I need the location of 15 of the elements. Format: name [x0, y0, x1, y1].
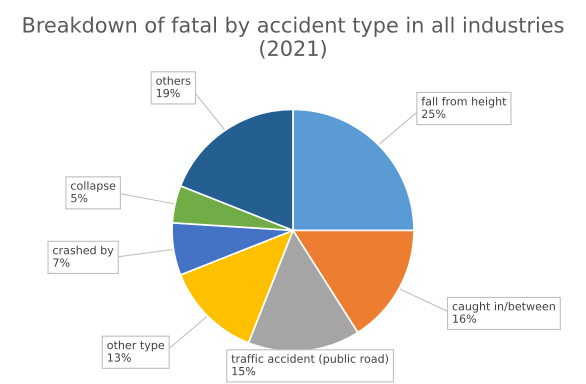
data-label: 5%: [71, 194, 88, 202]
chart-title: Breakdown of fatal by accident type in all industries (2021): [24, 16, 564, 59]
slice-label: others: [156, 76, 190, 85]
slice-label: other type: [107, 340, 164, 352]
data-label: 7%: [53, 258, 70, 267]
slice-label: traffic accident (public road): [231, 354, 388, 366]
data-label: 19%: [156, 88, 180, 98]
slice-label: crashed by: [53, 246, 114, 257]
slice-label: collapse: [70, 181, 116, 192]
data-label: 16%: [453, 314, 476, 323]
data-label: 15%: [232, 366, 256, 376]
slice-label: caught in/between: [452, 302, 555, 313]
data-label: 25%: [422, 110, 446, 118]
slice-label: fall from height: [422, 96, 506, 108]
data-label: 13%: [108, 353, 131, 362]
